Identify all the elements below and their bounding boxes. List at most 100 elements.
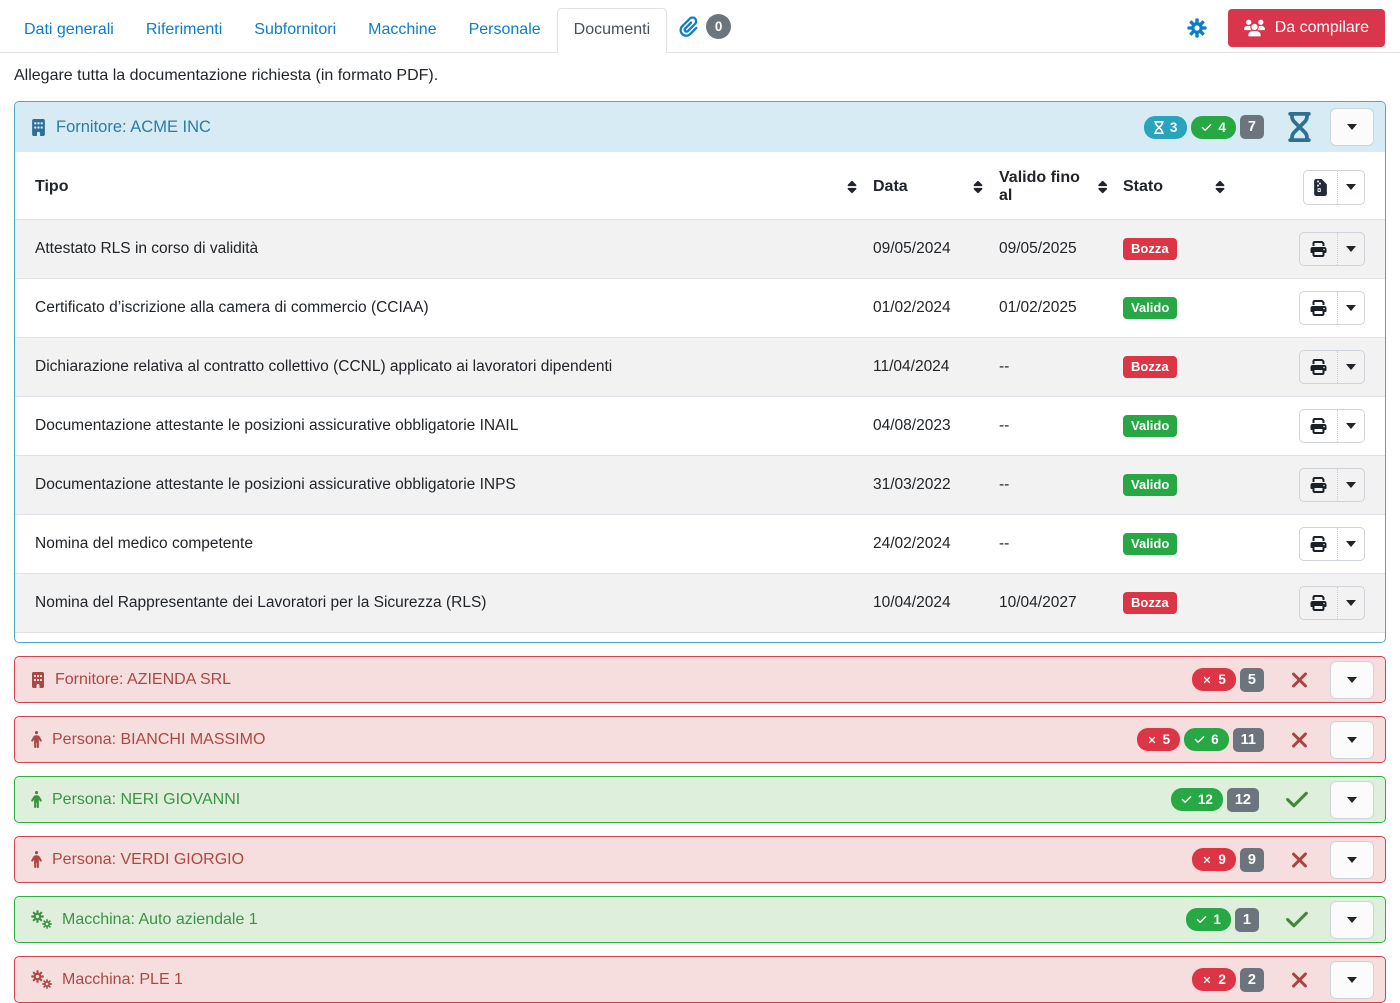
entity-card-fornitore-azienda-srl[interactable]: Fornitore: AZIENDA SRL 5 5 xyxy=(14,656,1386,703)
entity-dropdown-button[interactable] xyxy=(1330,720,1374,759)
table-header-row: Tipo Data Valido fino al Stato xyxy=(15,152,1385,220)
printer-icon xyxy=(1310,300,1327,316)
tab-riferimenti[interactable]: Riferimenti xyxy=(145,21,223,38)
column-header-valido-fino-al[interactable]: Valido fino al xyxy=(991,152,1115,220)
chevron-down-icon xyxy=(1347,976,1357,983)
da-compilare-button[interactable]: Da compilare xyxy=(1227,9,1385,47)
entity-card-macchina-auto-aziendale-1[interactable]: Macchina: Auto aziendale 1 1 1 xyxy=(14,896,1386,943)
doc-tipo: Documentazione attestante le posizioni a… xyxy=(15,455,865,515)
status-badge: Valido xyxy=(1123,297,1178,319)
doc-tipo: Documentazione attestante le posizioni a… xyxy=(15,396,865,456)
invalid-count-pill: 9 xyxy=(1192,848,1236,871)
entity-dropdown-button[interactable] xyxy=(1330,840,1374,879)
entity-title-wrap: Persona: VERDI GIORGIO xyxy=(31,851,244,869)
entity-dropdown-button[interactable] xyxy=(1330,960,1374,999)
valid-count-pill: 1 xyxy=(1186,908,1231,931)
users-icon xyxy=(1244,19,1265,37)
entity-card-persona-neri-giovanni[interactable]: Persona: NERI GIOVANNI 12 12 xyxy=(14,776,1386,823)
intro-text: Allegare tutta la documentazione richies… xyxy=(14,67,439,84)
chevron-down-icon xyxy=(1347,676,1357,683)
print-split-button[interactable] xyxy=(1299,232,1365,266)
entity-card-persona-bianchi-massimo[interactable]: Persona: BIANCHI MASSIMO 5 6 11 xyxy=(14,716,1386,763)
settings-button[interactable] xyxy=(1187,18,1207,38)
print-split-button[interactable] xyxy=(1299,409,1365,443)
total-count-badge: 9 xyxy=(1239,847,1264,872)
da-compilare-label: Da compilare xyxy=(1274,19,1369,36)
entity-dropdown-button[interactable] xyxy=(1330,900,1374,939)
pending-status-hourglass-icon xyxy=(1288,112,1311,142)
chevron-down-icon xyxy=(1346,364,1356,370)
doc-valido: -- xyxy=(991,396,1115,456)
sort-icon xyxy=(1215,180,1225,194)
entity-badges: 5 6 11 xyxy=(1133,720,1374,759)
tab-bar: Dati generali Riferimenti Subfornitori M… xyxy=(0,0,1400,53)
person-icon xyxy=(31,851,42,868)
tab-documenti[interactable]: Documenti xyxy=(556,8,668,53)
valid-count-pill: 4 xyxy=(1191,115,1236,139)
total-count-badge: 12 xyxy=(1226,787,1259,812)
printer-icon xyxy=(1310,536,1327,552)
valid-count-pill: 12 xyxy=(1170,788,1223,811)
column-header-tipo[interactable]: Tipo xyxy=(15,152,865,220)
column-header-stato[interactable]: Stato xyxy=(1115,152,1233,220)
gears-icon xyxy=(31,970,52,989)
tab-dati-generali[interactable]: Dati generali xyxy=(24,21,114,38)
status-badge: Bozza xyxy=(1123,238,1177,260)
print-split-button[interactable] xyxy=(1299,291,1365,325)
tab-macchine[interactable]: Macchine xyxy=(368,21,437,38)
print-split-button[interactable] xyxy=(1299,468,1365,502)
status-badge: Bozza xyxy=(1123,356,1177,378)
x-icon xyxy=(1202,675,1212,685)
valid-status-check-icon xyxy=(1283,907,1311,932)
entity-title-wrap: Persona: NERI GIOVANNI xyxy=(31,791,240,809)
documents-page: Allegare tutta la documentazione richies… xyxy=(0,67,1400,1003)
total-count-badge: 5 xyxy=(1239,667,1264,692)
print-split-button[interactable] xyxy=(1299,527,1365,561)
chevron-down-icon xyxy=(1347,916,1357,923)
person-icon xyxy=(31,731,42,748)
doc-data: 04/08/2023 xyxy=(865,396,991,456)
table-actions-header xyxy=(1233,152,1385,220)
column-header-data[interactable]: Data xyxy=(865,152,991,220)
chevron-down-icon xyxy=(1346,600,1356,606)
table-row: Certificato d’iscrizione alla camera di … xyxy=(15,278,1385,338)
entity-dropdown-button[interactable] xyxy=(1330,780,1374,819)
total-count-badge: 2 xyxy=(1239,967,1264,992)
invalid-status-x-icon xyxy=(1288,728,1311,752)
building-icon xyxy=(31,119,46,136)
print-split-button[interactable] xyxy=(1299,350,1365,384)
sort-icon xyxy=(973,180,983,194)
supplier-card-header[interactable]: Fornitore: ACME INC 3 4 7 xyxy=(15,102,1385,152)
printer-icon xyxy=(1310,418,1327,434)
entity-dropdown-button[interactable] xyxy=(1330,660,1374,699)
entity-badges: 1 1 xyxy=(1182,900,1374,939)
chevron-down-icon xyxy=(1346,541,1356,547)
doc-tipo: Certificato d’iscrizione alla camera di … xyxy=(15,278,865,338)
doc-data: 24/02/2024 xyxy=(865,514,991,574)
status-badge: Valido xyxy=(1123,415,1178,437)
doc-tipo: Attestato RLS in corso di validità xyxy=(15,219,865,279)
x-icon xyxy=(1202,975,1212,985)
sort-icon xyxy=(1098,180,1107,194)
entity-badges: 12 12 xyxy=(1167,780,1374,819)
invalid-count-pill: 5 xyxy=(1136,728,1181,751)
supplier-card-acme: Fornitore: ACME INC 3 4 7 xyxy=(14,101,1386,643)
print-split-button[interactable] xyxy=(1299,586,1365,620)
entity-badges: 5 5 xyxy=(1188,660,1374,699)
tab-personale[interactable]: Personale xyxy=(468,21,541,38)
attachments-indicator[interactable]: 0 xyxy=(679,14,732,39)
supplier-dropdown-button[interactable] xyxy=(1330,108,1374,146)
doc-valido: 10/04/2027 xyxy=(991,573,1115,633)
entity-card-persona-verdi-giorgio[interactable]: Persona: VERDI GIORGIO 9 9 xyxy=(14,836,1386,883)
person-icon xyxy=(31,791,42,808)
entity-title: Macchina: PLE 1 xyxy=(62,970,183,988)
paperclip-icon xyxy=(679,16,698,37)
doc-data: 31/03/2022 xyxy=(865,455,991,515)
export-all-split-button[interactable] xyxy=(1303,169,1365,205)
status-badge: Valido xyxy=(1123,474,1178,496)
entity-title: Fornitore: AZIENDA SRL xyxy=(55,670,232,688)
entity-card-macchina-ple-1[interactable]: Macchina: PLE 1 2 2 xyxy=(14,956,1386,1003)
invalid-status-x-icon xyxy=(1288,668,1311,692)
tab-subfornitori[interactable]: Subfornitori xyxy=(254,21,337,38)
status-badge: Valido xyxy=(1123,533,1178,555)
